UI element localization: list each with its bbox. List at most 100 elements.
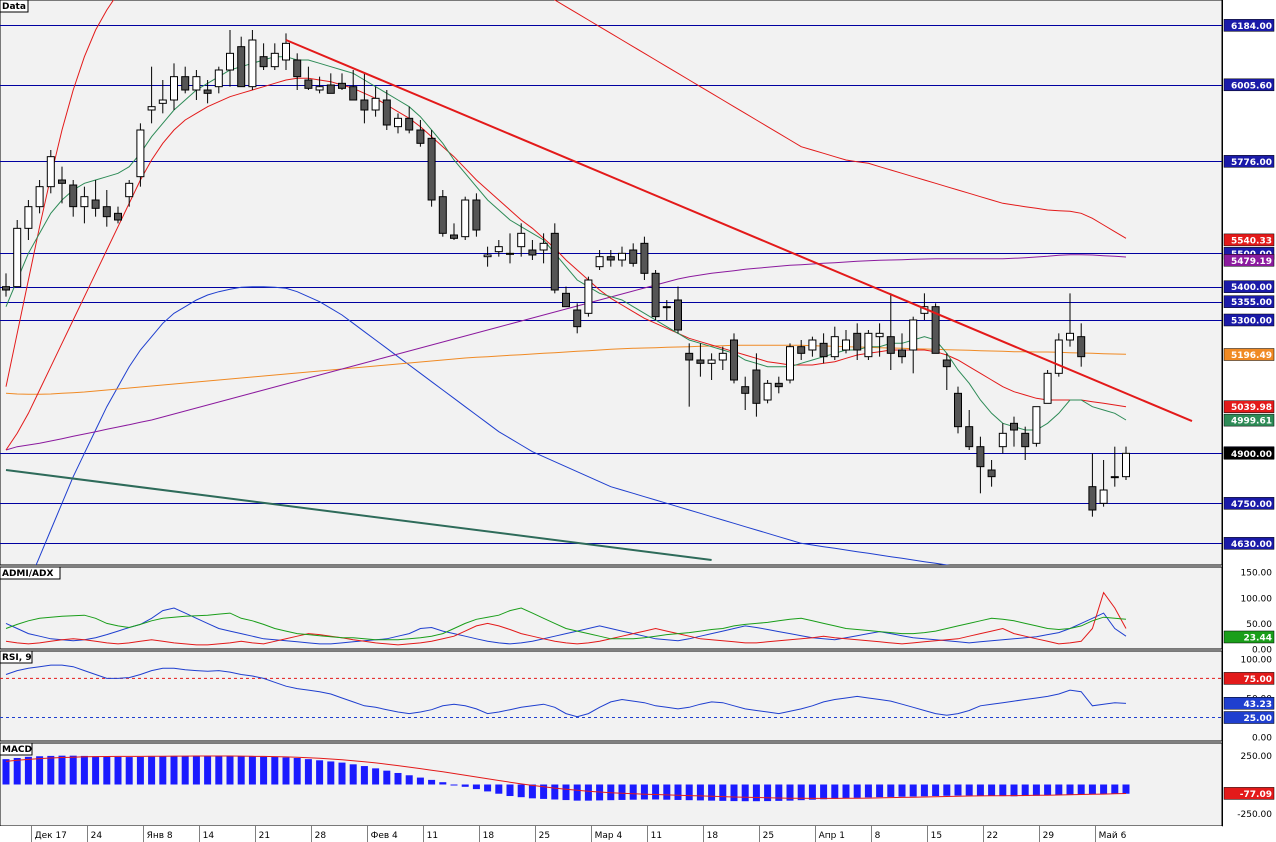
candle[interactable] bbox=[830, 336, 839, 358]
macd-bar[interactable] bbox=[719, 784, 727, 801]
adx-green-line[interactable] bbox=[5, 607, 1127, 641]
macd-bar[interactable] bbox=[204, 755, 212, 785]
candle[interactable] bbox=[394, 117, 402, 128]
candle[interactable] bbox=[1122, 452, 1130, 478]
macd-bar[interactable] bbox=[909, 784, 917, 797]
macd-bar[interactable] bbox=[125, 757, 133, 785]
candle[interactable] bbox=[696, 359, 705, 364]
candle[interactable] bbox=[472, 199, 481, 231]
macd-bar[interactable] bbox=[663, 784, 671, 800]
candle[interactable] bbox=[842, 339, 850, 351]
candle[interactable] bbox=[730, 339, 738, 381]
candle[interactable] bbox=[147, 106, 156, 111]
macd-bar[interactable] bbox=[1122, 784, 1130, 794]
candle[interactable] bbox=[875, 332, 884, 338]
candle[interactable] bbox=[282, 42, 290, 61]
macd-bar[interactable] bbox=[1077, 784, 1085, 795]
macd-bar[interactable] bbox=[1088, 784, 1096, 795]
candle[interactable] bbox=[427, 137, 436, 201]
candle[interactable] bbox=[80, 196, 89, 208]
candle[interactable] bbox=[662, 306, 671, 309]
macd-bar[interactable] bbox=[484, 784, 492, 792]
macd-bar[interactable] bbox=[573, 784, 581, 801]
macd-bar[interactable] bbox=[416, 777, 424, 785]
candle[interactable] bbox=[506, 252, 514, 255]
macd-bar[interactable] bbox=[932, 784, 940, 797]
main-panel[interactable] bbox=[0, 0, 1223, 566]
candle[interactable] bbox=[1088, 486, 1097, 511]
candle[interactable] bbox=[405, 117, 414, 131]
macd-bar[interactable] bbox=[864, 784, 872, 798]
candle[interactable] bbox=[898, 349, 906, 358]
rsi-panel[interactable] bbox=[0, 650, 1223, 742]
macd-bar[interactable] bbox=[237, 756, 245, 785]
candle[interactable] bbox=[237, 46, 246, 88]
candle[interactable] bbox=[595, 256, 604, 268]
candle[interactable] bbox=[483, 254, 492, 258]
candle[interactable] bbox=[158, 99, 167, 104]
candle[interactable] bbox=[349, 86, 358, 101]
macd-bar[interactable] bbox=[652, 784, 660, 800]
candle[interactable] bbox=[371, 97, 380, 111]
macd-bar[interactable] bbox=[685, 784, 693, 801]
macd-bar[interactable] bbox=[349, 764, 357, 785]
candle[interactable] bbox=[942, 359, 951, 368]
macd-bar[interactable] bbox=[562, 784, 570, 801]
macd-bar[interactable] bbox=[640, 784, 648, 800]
macd-signal-line[interactable] bbox=[5, 755, 1127, 799]
candle[interactable] bbox=[170, 76, 178, 101]
macd-bar[interactable] bbox=[976, 784, 984, 796]
candle[interactable] bbox=[35, 186, 44, 208]
candle[interactable] bbox=[786, 346, 794, 381]
candle[interactable] bbox=[954, 392, 962, 428]
candle[interactable] bbox=[125, 182, 134, 198]
candle[interactable] bbox=[69, 184, 78, 208]
candle[interactable] bbox=[192, 76, 201, 91]
macd-bar[interactable] bbox=[943, 784, 951, 796]
candle[interactable] bbox=[13, 227, 22, 288]
candle[interactable] bbox=[528, 249, 537, 256]
candle[interactable] bbox=[304, 79, 313, 89]
candle[interactable] bbox=[853, 332, 862, 351]
macd-bar[interactable] bbox=[80, 755, 88, 785]
macd-bar[interactable] bbox=[170, 756, 178, 785]
macd-bar[interactable] bbox=[114, 756, 122, 785]
macd-bar[interactable] bbox=[248, 756, 256, 785]
macd-bar[interactable] bbox=[271, 756, 279, 785]
candle[interactable] bbox=[774, 382, 783, 388]
long-trend-line[interactable] bbox=[5, 469, 712, 561]
macd-bar[interactable] bbox=[629, 784, 637, 800]
candle[interactable] bbox=[909, 319, 918, 351]
candle[interactable] bbox=[416, 129, 425, 144]
candle[interactable] bbox=[674, 299, 682, 331]
macd-bar[interactable] bbox=[965, 784, 973, 796]
candle[interactable] bbox=[293, 59, 302, 78]
candle[interactable] bbox=[450, 234, 458, 239]
macd-bar[interactable] bbox=[92, 756, 100, 785]
candle[interactable] bbox=[494, 246, 503, 253]
candle[interactable] bbox=[1077, 336, 1086, 358]
trend-line[interactable] bbox=[285, 39, 1193, 423]
candle[interactable] bbox=[752, 369, 761, 404]
macd-bar[interactable] bbox=[428, 779, 436, 785]
candle[interactable] bbox=[181, 76, 190, 91]
candle[interactable] bbox=[338, 82, 346, 89]
macd-bar[interactable] bbox=[1100, 784, 1108, 795]
candle[interactable] bbox=[864, 332, 873, 358]
macd-bar[interactable] bbox=[338, 762, 346, 785]
macd-bar[interactable] bbox=[999, 784, 1007, 797]
candle[interactable] bbox=[550, 232, 559, 291]
candle[interactable] bbox=[24, 206, 33, 229]
macd-bar[interactable] bbox=[472, 784, 480, 790]
macd-bar[interactable] bbox=[148, 756, 156, 785]
macd-bar[interactable] bbox=[36, 756, 44, 785]
candle[interactable] bbox=[214, 69, 223, 88]
candle[interactable] bbox=[136, 129, 145, 178]
candle[interactable] bbox=[360, 99, 369, 111]
candle[interactable] bbox=[91, 199, 100, 209]
macd-bar[interactable] bbox=[316, 760, 324, 785]
candle[interactable] bbox=[741, 386, 750, 394]
macd-bar[interactable] bbox=[920, 784, 928, 797]
candle[interactable] bbox=[1021, 432, 1030, 448]
macd-bar[interactable] bbox=[58, 755, 66, 785]
